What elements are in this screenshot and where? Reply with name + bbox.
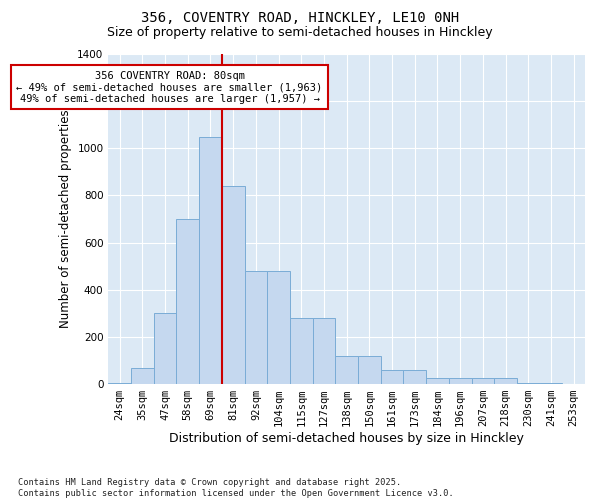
Bar bbox=[313, 318, 335, 384]
Bar bbox=[109, 383, 131, 384]
Text: Contains HM Land Registry data © Crown copyright and database right 2025.
Contai: Contains HM Land Registry data © Crown c… bbox=[18, 478, 454, 498]
X-axis label: Distribution of semi-detached houses by size in Hinckley: Distribution of semi-detached houses by … bbox=[169, 432, 524, 445]
Text: 356, COVENTRY ROAD, HINCKLEY, LE10 0NH: 356, COVENTRY ROAD, HINCKLEY, LE10 0NH bbox=[141, 11, 459, 25]
Bar bbox=[245, 271, 267, 384]
Bar bbox=[517, 383, 539, 384]
Bar bbox=[335, 356, 358, 384]
Bar bbox=[267, 271, 290, 384]
Text: Size of property relative to semi-detached houses in Hinckley: Size of property relative to semi-detach… bbox=[107, 26, 493, 39]
Bar bbox=[131, 368, 154, 384]
Bar bbox=[403, 370, 426, 384]
Bar bbox=[290, 318, 313, 384]
Text: 356 COVENTRY ROAD: 80sqm
← 49% of semi-detached houses are smaller (1,963)
49% o: 356 COVENTRY ROAD: 80sqm ← 49% of semi-d… bbox=[16, 70, 323, 104]
Bar bbox=[222, 186, 245, 384]
Bar bbox=[449, 378, 472, 384]
Bar bbox=[426, 378, 449, 384]
Bar bbox=[494, 378, 517, 384]
Bar bbox=[199, 136, 222, 384]
Y-axis label: Number of semi-detached properties: Number of semi-detached properties bbox=[59, 110, 71, 328]
Bar bbox=[472, 378, 494, 384]
Bar bbox=[154, 314, 176, 384]
Bar bbox=[176, 219, 199, 384]
Bar bbox=[539, 383, 562, 384]
Bar bbox=[358, 356, 381, 384]
Bar bbox=[381, 370, 403, 384]
